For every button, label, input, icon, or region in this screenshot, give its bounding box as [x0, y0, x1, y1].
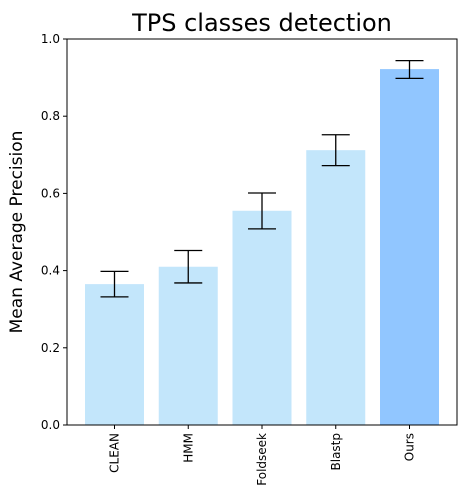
y-tick-label: 1.0 [41, 32, 60, 46]
plot-frame [66, 38, 458, 426]
y-ticks-group: 0.0 0.2 0.4 0.6 0.8 1.0 [41, 32, 67, 432]
error-bar-blastp [321, 134, 350, 167]
y-tick-label: 0.8 [41, 109, 60, 123]
x-tick-label-blastp: Blastp [329, 433, 343, 471]
x-ticks-group: CLEAN HMM Foldseek Blastp Ours [108, 425, 417, 486]
bar-foldseek [232, 210, 292, 425]
x-tick-label-hmm: HMM [181, 433, 195, 463]
bar-hmm [158, 266, 218, 425]
error-bar-foldseek [248, 192, 276, 230]
x-tick-label-ours: Ours [403, 433, 417, 461]
y-tick-label: 0.6 [41, 186, 60, 200]
error-bar-hmm [174, 249, 203, 284]
error-bar-clean [100, 270, 129, 298]
bars-group [85, 69, 439, 425]
y-axis-label: Mean Average Precision [7, 131, 27, 334]
bar-ours [380, 69, 439, 425]
y-tick-label: 0.4 [41, 264, 60, 278]
y-tick-label: 0.0 [41, 418, 60, 432]
bar-clean [85, 284, 144, 425]
y-tick-label: 0.2 [41, 341, 60, 355]
chart-title: TPS classes detection [131, 9, 392, 37]
x-tick-label-clean: CLEAN [108, 433, 122, 473]
error-bars-group [100, 59, 424, 298]
x-tick-label-foldseek: Foldseek [255, 433, 269, 486]
error-bar-ours [395, 59, 424, 80]
bar-blastp [306, 150, 366, 425]
